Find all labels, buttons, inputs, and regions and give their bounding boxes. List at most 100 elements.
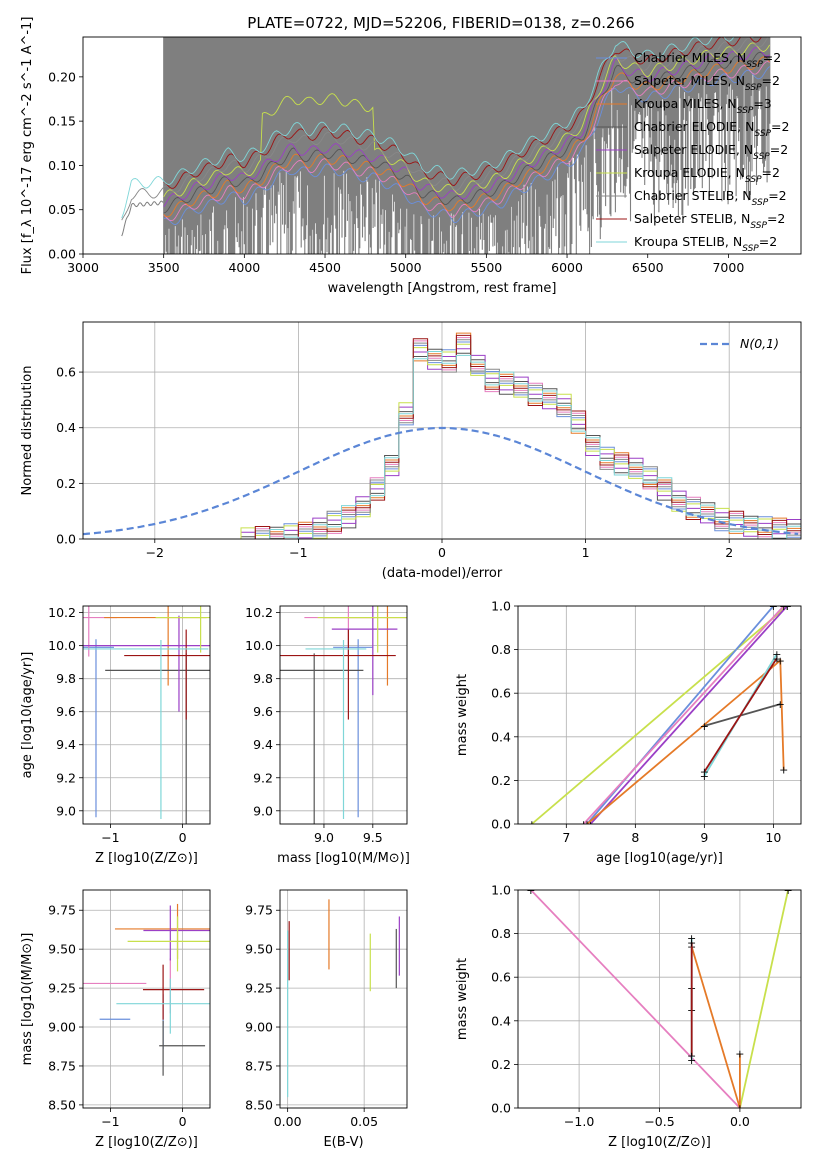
massweight_vs_Z-xtick-label: −0.5 xyxy=(644,1114,674,1129)
age_vs_Z-panel: −1 0 9.0 9.2 9.4 9.6 9.8 10.0 10.2 Z [log10(Z/Z⊙)… xyxy=(20,605,211,866)
residual-histogram-step xyxy=(240,348,801,539)
mass_vs_Z-frame xyxy=(82,889,211,1109)
spectrum-legend-label: Kroupa STELIB, NSSP=2 xyxy=(634,234,777,254)
mass-weight-Z-marker: + xyxy=(687,932,696,945)
mass-weight-age-marker: + xyxy=(783,600,792,613)
mass_vs_Z-xtick-label: 0 xyxy=(179,1114,187,1129)
massweight_vs_Z-xtick-label: −1.0 xyxy=(564,1114,594,1129)
residuals-ytick-label: 0.6 xyxy=(56,365,76,380)
mass_vs_EBV-panel: 0.00 0.05 8.50 8.75 9.00 9.25 9.50 9.75 E(B-V) xyxy=(245,889,408,1150)
age_vs_mass-ytick-label: 9.2 xyxy=(253,770,273,785)
massweight_vs_Z-ylabel: mass weight xyxy=(455,958,470,1040)
mass_vs_EBV-frame xyxy=(279,889,408,1109)
residual-histogram-step xyxy=(241,337,801,539)
spectrum-model-line xyxy=(163,37,762,189)
age_vs_Z-ytick-label: 9.6 xyxy=(56,704,76,719)
massweight_vs_age-xtick-label: 8 xyxy=(631,830,639,845)
mass_vs_EBV-ytick-label: 9.75 xyxy=(245,903,273,918)
residual-legend-label: N(0,1) xyxy=(740,336,779,351)
mass_vs_EBV-xlabel: E(B-V) xyxy=(323,1135,363,1150)
massweight_vs_Z-ytick-label: 0.0 xyxy=(491,1101,511,1116)
spectrum-xtick-label: 3500 xyxy=(148,260,180,275)
mass-weight-age-marker: + xyxy=(700,720,709,733)
mass-weight-Z-line xyxy=(739,890,789,1108)
mass-weight-age-marker: + xyxy=(579,818,588,831)
figure-title: PLATE=0722, MJD=52206, FIBERID=0138, z=0… xyxy=(247,14,634,32)
mass-weight-Z-marker: + xyxy=(687,1050,696,1063)
residuals-xlabel: (data-model)/error xyxy=(382,566,503,581)
mass-weight-age-marker: + xyxy=(700,766,709,779)
age_vs_Z-ylabel: age [log10(age/yr)] xyxy=(20,652,35,779)
spectrum-ylabel: Flux [f_λ 10^-17 erg cm^-2 s^-1 A^-1] xyxy=(20,17,35,275)
massweight_vs_Z-panel: −1.0 −0.5 0.0 0.0 0.2 0.4 0.6 0.8 1.0 Z [log10(Z/… xyxy=(455,883,802,1150)
mass-weight-age-line xyxy=(531,606,788,824)
mass-weight-age-line xyxy=(703,657,778,773)
mass-weight-age-line xyxy=(704,703,781,727)
mass_vs_Z-ytick-label: 8.50 xyxy=(48,1097,76,1112)
residual-histogram-step xyxy=(241,334,801,539)
normal-distribution-curve xyxy=(83,426,799,536)
mass_vs_Z-plot-area xyxy=(83,903,210,1076)
age_vs_mass-ytick-label: 10.2 xyxy=(245,605,273,620)
massweight_vs_Z-xlabel: Z [log10(Z/Z⊙)] xyxy=(608,1135,711,1150)
mass-weight-Z-marker: + xyxy=(784,884,793,897)
massweight_vs_age-ytick-label: 0.8 xyxy=(491,642,511,657)
age_vs_Z-ytick-label: 9.2 xyxy=(56,770,76,785)
mass_vs_Z-ytick-label: 8.75 xyxy=(48,1058,76,1073)
age_vs_mass-xtick-label: 9.0 xyxy=(314,830,334,845)
massweight_vs_age-panel: 7 8 9 10 0.0 0.2 0.4 0.6 0.8 1.0 age [log10(age/yr… xyxy=(455,599,802,866)
massweight_vs_Z-ytick-label: 1.0 xyxy=(491,883,511,898)
residuals-frame xyxy=(82,321,802,540)
residual-histogram-step xyxy=(241,339,801,539)
spectrum-panel: 3000 3500 4000 4500 5000 5500 6000 6500 7000 0.00… xyxy=(20,17,802,296)
residuals-xtick-label: 0 xyxy=(438,545,446,560)
residuals-xtick-label: 2 xyxy=(725,545,733,560)
age_vs_mass-ytick-label: 9.6 xyxy=(253,704,273,719)
age_vs_Z-plot-area xyxy=(83,606,210,824)
spectrum-xtick-label: 4500 xyxy=(309,260,341,275)
residual-histogram-step xyxy=(240,348,801,539)
massweight_vs_Z-ytick-label: 0.6 xyxy=(491,970,511,985)
mass-weight-age-marker: + xyxy=(776,655,785,668)
mass-weight-Z-marker: + xyxy=(687,1054,696,1067)
mass-weight-age-marker: + xyxy=(769,600,778,613)
spectrum-xtick-label: 6000 xyxy=(551,260,583,275)
residuals-xtick-label: −1 xyxy=(289,545,307,560)
age_vs_mass-frame xyxy=(279,605,408,825)
massweight_vs_Z-ytick-label: 0.2 xyxy=(491,1057,511,1072)
spectrum-xtick-label: 5000 xyxy=(390,260,422,275)
spectrum-xlabel: wavelength [Angstrom, rest frame] xyxy=(328,281,557,296)
massweight_vs_age-xtick-label: 10 xyxy=(765,830,781,845)
age_vs_mass-ytick-label: 9.0 xyxy=(253,803,273,818)
spectrum-xtick-label: 7000 xyxy=(712,260,744,275)
spectrum-model-line xyxy=(121,37,769,221)
spectrum-data-blue-end xyxy=(121,200,164,237)
residual-histogram-step xyxy=(240,343,801,539)
residuals-xtick-label: 1 xyxy=(582,545,590,560)
mass-weight-age-marker: + xyxy=(783,600,792,613)
mass-weight-age-marker: + xyxy=(582,818,591,831)
massweight_vs_age-ytick-label: 0.0 xyxy=(491,817,511,832)
spectrum-plot-area xyxy=(121,37,771,254)
age_vs_mass-ytick-label: 10.0 xyxy=(245,638,273,653)
spectrum-ytick-label: 0.15 xyxy=(48,114,76,129)
mass_vs_Z-ytick-label: 9.25 xyxy=(48,981,76,996)
mass_vs_EBV-ytick-label: 8.50 xyxy=(245,1097,273,1112)
mass-weight-Z-marker: + xyxy=(735,1048,744,1061)
spectrum-legend-label: Chabrier STELIB, NSSP=2 xyxy=(634,188,787,208)
spectrum-model-line xyxy=(163,42,771,198)
age_vs_mass-xtick-label: 9.5 xyxy=(363,830,383,845)
massweight_vs_age-ylabel: mass weight xyxy=(455,674,470,756)
spectrum-legend-label: Salpeter STELIB, NSSP=2 xyxy=(634,211,785,231)
spectrum-model-line xyxy=(163,47,770,208)
mass_vs_EBV-ytick-label: 9.50 xyxy=(245,942,273,957)
mass_vs_Z-panel: −1 0 8.50 8.75 9.00 9.25 9.50 9.75 Z [log10(Z/Z⊙… xyxy=(20,889,211,1150)
mass-weight-age-marker: + xyxy=(527,818,536,831)
spectrum-legend-label: Kroupa ELODIE, NSSP=2 xyxy=(634,165,780,185)
mass_vs_Z-ylabel: mass [log10(M/M⊙)] xyxy=(20,933,35,1066)
residuals-plot-area xyxy=(83,332,801,539)
age_vs_Z-ytick-label: 10.0 xyxy=(48,638,76,653)
age_vs_Z-frame xyxy=(82,605,211,825)
age_vs_mass-xlabel: mass [log10(M/M⊙)] xyxy=(277,851,410,866)
